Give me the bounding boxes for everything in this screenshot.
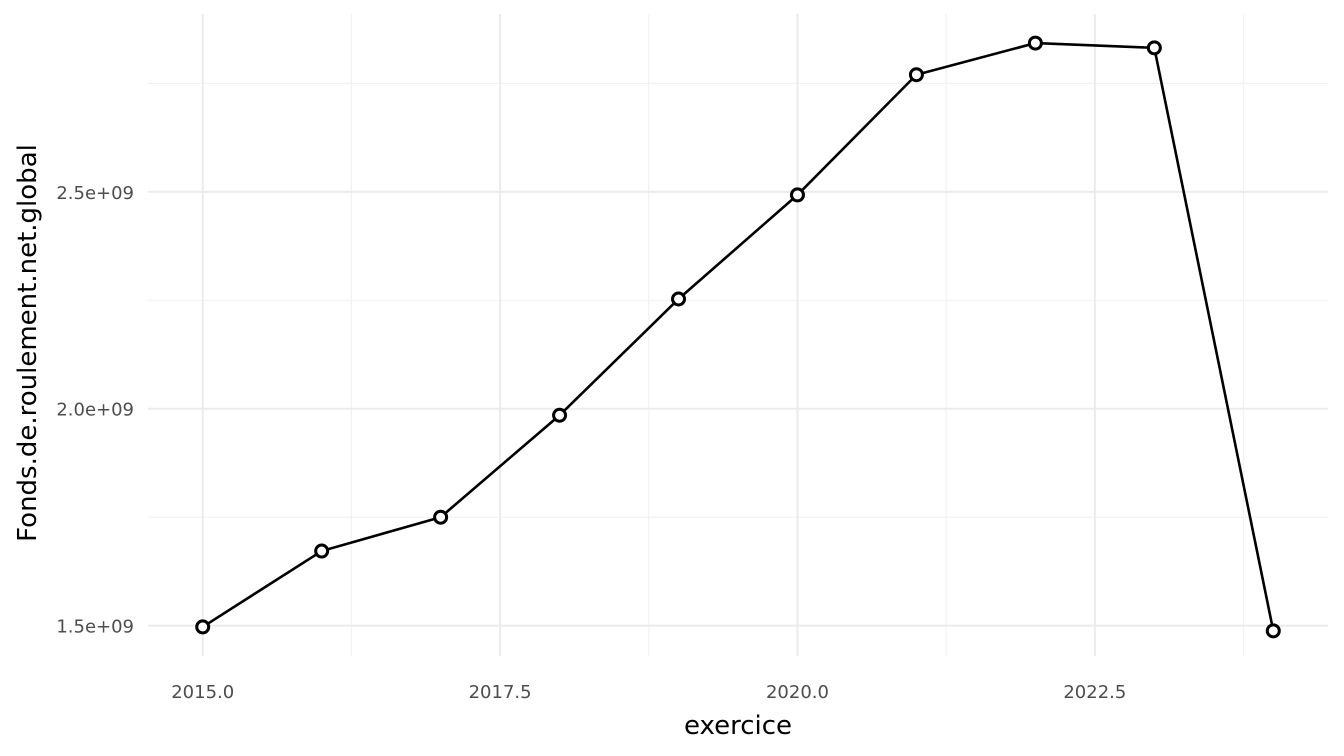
data-point bbox=[789, 187, 805, 203]
x-tick-label: 2017.5 bbox=[469, 682, 532, 703]
data-point bbox=[552, 407, 568, 423]
y-axis-title: Fonds.de.roulement.net.global bbox=[13, 144, 43, 542]
points-layer bbox=[195, 35, 1281, 639]
x-axis-tick-labels: 2015.0 2017.5 2020.0 2022.5 bbox=[171, 682, 1126, 703]
minor-gridlines bbox=[148, 14, 1328, 656]
data-point bbox=[1265, 623, 1281, 639]
data-point bbox=[671, 291, 687, 307]
data-point bbox=[314, 543, 330, 559]
x-tick-label: 2015.0 bbox=[171, 682, 234, 703]
major-gridlines bbox=[148, 14, 1328, 656]
y-tick-label: 2.5e+09 bbox=[56, 183, 134, 204]
data-point bbox=[1027, 35, 1043, 51]
y-tick-label: 2.0e+09 bbox=[56, 400, 134, 421]
y-tick-label: 1.5e+09 bbox=[56, 617, 134, 638]
x-axis-title: exercice bbox=[684, 711, 792, 741]
data-point bbox=[908, 67, 924, 83]
y-axis-tick-labels: 1.5e+09 2.0e+09 2.5e+09 bbox=[56, 183, 134, 638]
data-point bbox=[1146, 40, 1162, 56]
x-tick-label: 2020.0 bbox=[766, 682, 829, 703]
series-line bbox=[202, 41, 1275, 632]
x-tick-label: 2022.5 bbox=[1063, 682, 1126, 703]
data-point bbox=[433, 509, 449, 525]
data-point bbox=[195, 619, 211, 635]
series-layer bbox=[202, 41, 1275, 632]
